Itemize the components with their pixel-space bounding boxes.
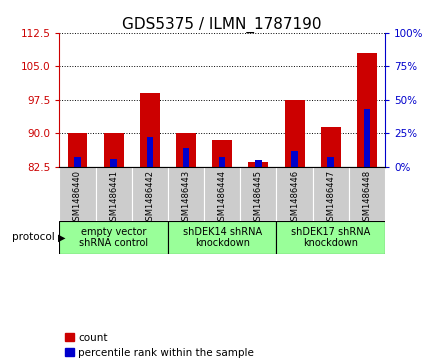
Text: GSM1486440: GSM1486440 bbox=[73, 170, 82, 225]
Bar bbox=[140, 93, 160, 167]
Bar bbox=[74, 158, 81, 167]
Text: GSM1486441: GSM1486441 bbox=[109, 170, 118, 225]
Bar bbox=[255, 160, 262, 167]
Text: GSM1486445: GSM1486445 bbox=[254, 170, 263, 225]
Bar bbox=[168, 167, 204, 221]
Bar bbox=[276, 221, 385, 254]
Bar bbox=[110, 159, 117, 167]
Bar bbox=[212, 140, 232, 167]
Text: GSM1486446: GSM1486446 bbox=[290, 170, 299, 226]
Text: GSM1486448: GSM1486448 bbox=[363, 170, 371, 226]
Text: GSM1486442: GSM1486442 bbox=[145, 170, 154, 225]
Bar bbox=[183, 148, 189, 167]
Bar bbox=[327, 158, 334, 167]
Text: GSM1486443: GSM1486443 bbox=[182, 170, 191, 226]
Bar bbox=[285, 100, 304, 167]
Text: GSM1486447: GSM1486447 bbox=[326, 170, 335, 226]
Bar bbox=[363, 109, 370, 167]
Bar bbox=[291, 151, 298, 167]
Legend: count, percentile rank within the sample: count, percentile rank within the sample bbox=[65, 333, 254, 358]
Bar bbox=[176, 133, 196, 167]
Bar bbox=[147, 137, 153, 167]
Bar bbox=[249, 162, 268, 167]
Bar bbox=[321, 127, 341, 167]
Bar bbox=[349, 167, 385, 221]
Text: protocol: protocol bbox=[12, 232, 55, 242]
Text: ▶: ▶ bbox=[58, 232, 66, 242]
Bar bbox=[59, 167, 95, 221]
Text: empty vector
shRNA control: empty vector shRNA control bbox=[79, 227, 148, 248]
Bar bbox=[276, 167, 313, 221]
Bar bbox=[132, 167, 168, 221]
Bar bbox=[357, 53, 377, 167]
Title: GDS5375 / ILMN_1787190: GDS5375 / ILMN_1787190 bbox=[122, 16, 322, 33]
Bar bbox=[168, 221, 276, 254]
Bar bbox=[68, 133, 88, 167]
Bar bbox=[240, 167, 276, 221]
Text: GSM1486444: GSM1486444 bbox=[218, 170, 227, 225]
Bar bbox=[95, 167, 132, 221]
Bar bbox=[219, 158, 225, 167]
Text: shDEK17 shRNA
knockdown: shDEK17 shRNA knockdown bbox=[291, 227, 370, 248]
Bar bbox=[204, 167, 240, 221]
Text: shDEK14 shRNA
knockdown: shDEK14 shRNA knockdown bbox=[183, 227, 262, 248]
Bar bbox=[104, 133, 124, 167]
Bar bbox=[59, 221, 168, 254]
Bar bbox=[313, 167, 349, 221]
